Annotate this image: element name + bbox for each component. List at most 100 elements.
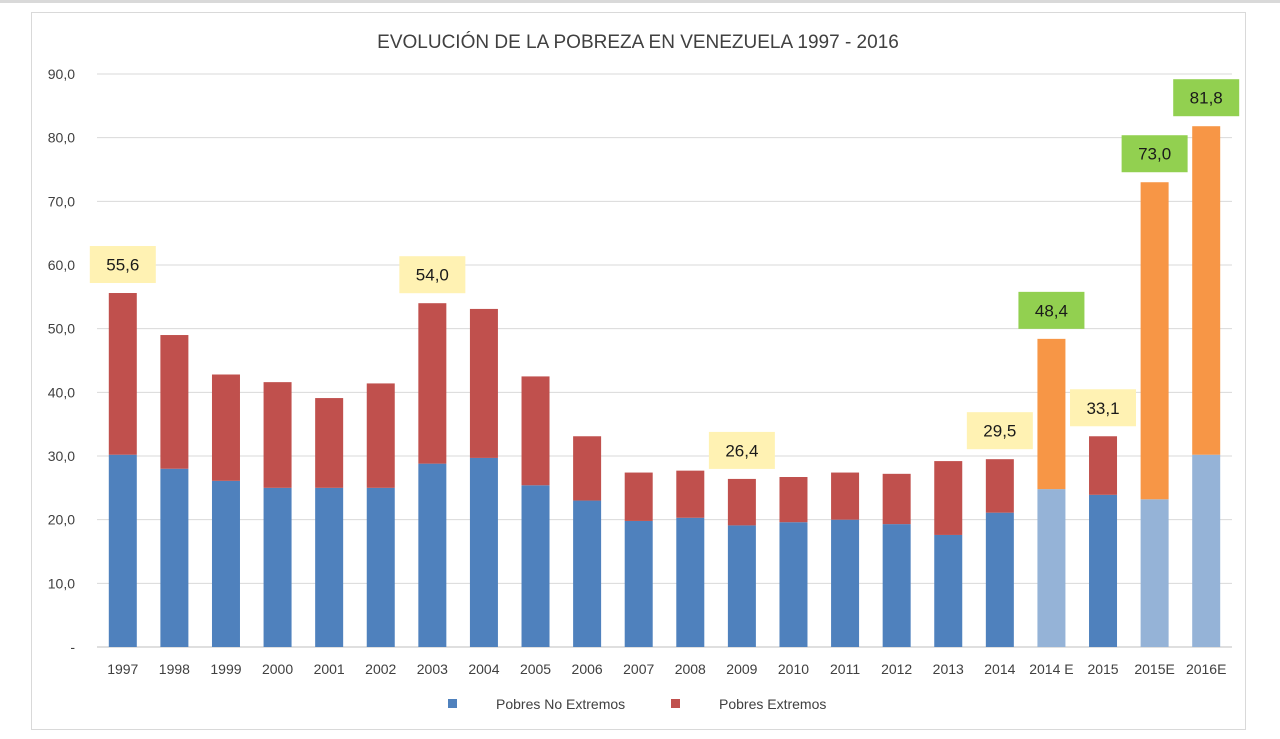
bar-2016E-extremos (1192, 126, 1221, 455)
x-tick-label: 2010 (778, 661, 809, 677)
x-tick-label: 2004 (468, 661, 499, 677)
callout-box-2009 (708, 431, 775, 469)
x-tick-label: 2015 (1087, 661, 1118, 677)
bar-2010-extremos (779, 477, 808, 523)
bar-2002-extremos (366, 383, 395, 488)
x-tick-label: 2009 (726, 661, 757, 677)
bar-2010-no-extremos (779, 522, 808, 647)
bar-2014-no-extremos (985, 512, 1014, 647)
x-tick-label: 2000 (262, 661, 293, 677)
bar-2015E-extremos (1140, 182, 1169, 500)
x-tick-label: 2013 (933, 661, 964, 677)
y-tick-label: 30,0 (48, 448, 75, 464)
callout-box-2016E (1173, 79, 1240, 117)
legend-label-pobres-no-extremos: Pobres No Extremos (496, 696, 625, 712)
bar-2011-extremos (831, 472, 860, 520)
bar-2015E-no-extremos (1140, 499, 1169, 647)
bar-2014-extremos (985, 459, 1014, 513)
callout-label-2009: 26,4 (725, 441, 758, 460)
bar-2004-extremos (469, 308, 498, 458)
x-tick-label: 2007 (623, 661, 654, 677)
bar-2014E-extremos (1037, 338, 1066, 490)
y-tick-label: 90,0 (48, 66, 75, 82)
x-tick-label: 1998 (159, 661, 190, 677)
chart-title: EVOLUCIÓN DE LA POBREZA EN VENEZUELA 199… (377, 31, 899, 53)
bar-2015-extremos (1089, 436, 1118, 495)
callout-label-2014E: 48,4 (1035, 301, 1068, 320)
bar-2008-extremos (676, 470, 705, 518)
callout-box-2015E (1121, 135, 1188, 173)
callout-box-2015 (1070, 389, 1137, 427)
callout-label-2003: 54,0 (416, 266, 449, 285)
x-tick-label: 2001 (314, 661, 345, 677)
bar-1999-no-extremos (211, 480, 240, 647)
legend: Pobres No Extremos Pobres Extremos (448, 696, 826, 712)
x-tick-label: 2016E (1186, 661, 1226, 677)
callout-box-2014E (1018, 291, 1085, 329)
x-tick-label: 2006 (572, 661, 603, 677)
bar-1998-no-extremos (160, 468, 189, 647)
x-tick-label: 1997 (107, 661, 138, 677)
bar-1999-extremos (211, 374, 240, 481)
callout-label-2015: 33,1 (1086, 399, 1119, 418)
bar-2011-no-extremos (831, 519, 860, 647)
x-tick-label: 2012 (881, 661, 912, 677)
bar-2006-extremos (573, 436, 602, 501)
y-tick-label: 60,0 (48, 257, 75, 273)
bar-2012-no-extremos (882, 524, 911, 647)
x-tick-label: 2003 (417, 661, 448, 677)
bar-2014E-no-extremos (1037, 489, 1066, 647)
bar-2012-extremos (882, 473, 911, 525)
bar-1997-extremos (108, 293, 137, 455)
callout-label-1997: 55,6 (106, 256, 139, 275)
bar-2013-extremos (934, 461, 963, 535)
bars (108, 126, 1221, 647)
legend-swatch-pobres-extremos (671, 699, 680, 708)
bar-2004-no-extremos (469, 457, 498, 647)
x-tick-label: 2008 (675, 661, 706, 677)
x-tick-label: 2014 E (1029, 661, 1073, 677)
x-tick-label: 2015E (1134, 661, 1174, 677)
callout-box-2003 (399, 256, 466, 294)
bar-2003-no-extremos (418, 463, 447, 647)
y-tick-label: 10,0 (48, 575, 75, 591)
bar-2013-no-extremos (934, 534, 963, 647)
x-tick-label: 2005 (520, 661, 551, 677)
callout-box-2014 (966, 412, 1033, 450)
bar-2000-no-extremos (263, 487, 292, 647)
y-tick-label: 40,0 (48, 384, 75, 400)
bar-2000-extremos (263, 382, 292, 488)
callout-box-1997 (89, 246, 156, 284)
bar-1998-extremos (160, 335, 189, 469)
bar-2007-no-extremos (624, 520, 653, 647)
bar-2007-extremos (624, 472, 653, 521)
bar-2006-no-extremos (573, 500, 602, 647)
x-tick-label: 1999 (210, 661, 241, 677)
bar-2003-extremos (418, 303, 447, 464)
x-tick-label: 2011 (830, 661, 860, 677)
x-tick-label: 2002 (365, 661, 396, 677)
legend-label-pobres-extremos: Pobres Extremos (719, 696, 826, 712)
y-tick-label: - (70, 639, 75, 655)
bar-2005-no-extremos (521, 485, 550, 647)
x-tick-label: 2014 (984, 661, 1015, 677)
bar-1997-no-extremos (108, 454, 137, 647)
bar-2005-extremos (521, 376, 550, 486)
y-tick-label: 20,0 (48, 512, 75, 528)
legend-swatch-pobres-no-extremos (448, 699, 457, 708)
bar-2002-no-extremos (366, 487, 395, 647)
top-border-line (0, 0, 1280, 3)
y-axis-ticks: - 10,0 20,0 30,0 40,0 50,0 60,0 70,0 80,0 90,0 (48, 66, 76, 655)
callout-label-2015E: 73,0 (1138, 145, 1171, 164)
bar-2016E-no-extremos (1192, 454, 1221, 647)
bar-2008-no-extremos (676, 517, 705, 647)
bar-2001-no-extremos (315, 487, 344, 647)
bar-2009-extremos (727, 478, 756, 526)
callout-label-2016E: 81,8 (1190, 89, 1223, 108)
y-tick-label: 50,0 (48, 321, 75, 337)
x-axis-ticks: 1997 1998 1999 2000 2001 2002 2003 2004 2005 2006… (107, 661, 1226, 677)
callout-label-2014: 29,5 (983, 422, 1016, 441)
y-tick-label: 80,0 (48, 130, 75, 146)
y-tick-label: 70,0 (48, 193, 75, 209)
